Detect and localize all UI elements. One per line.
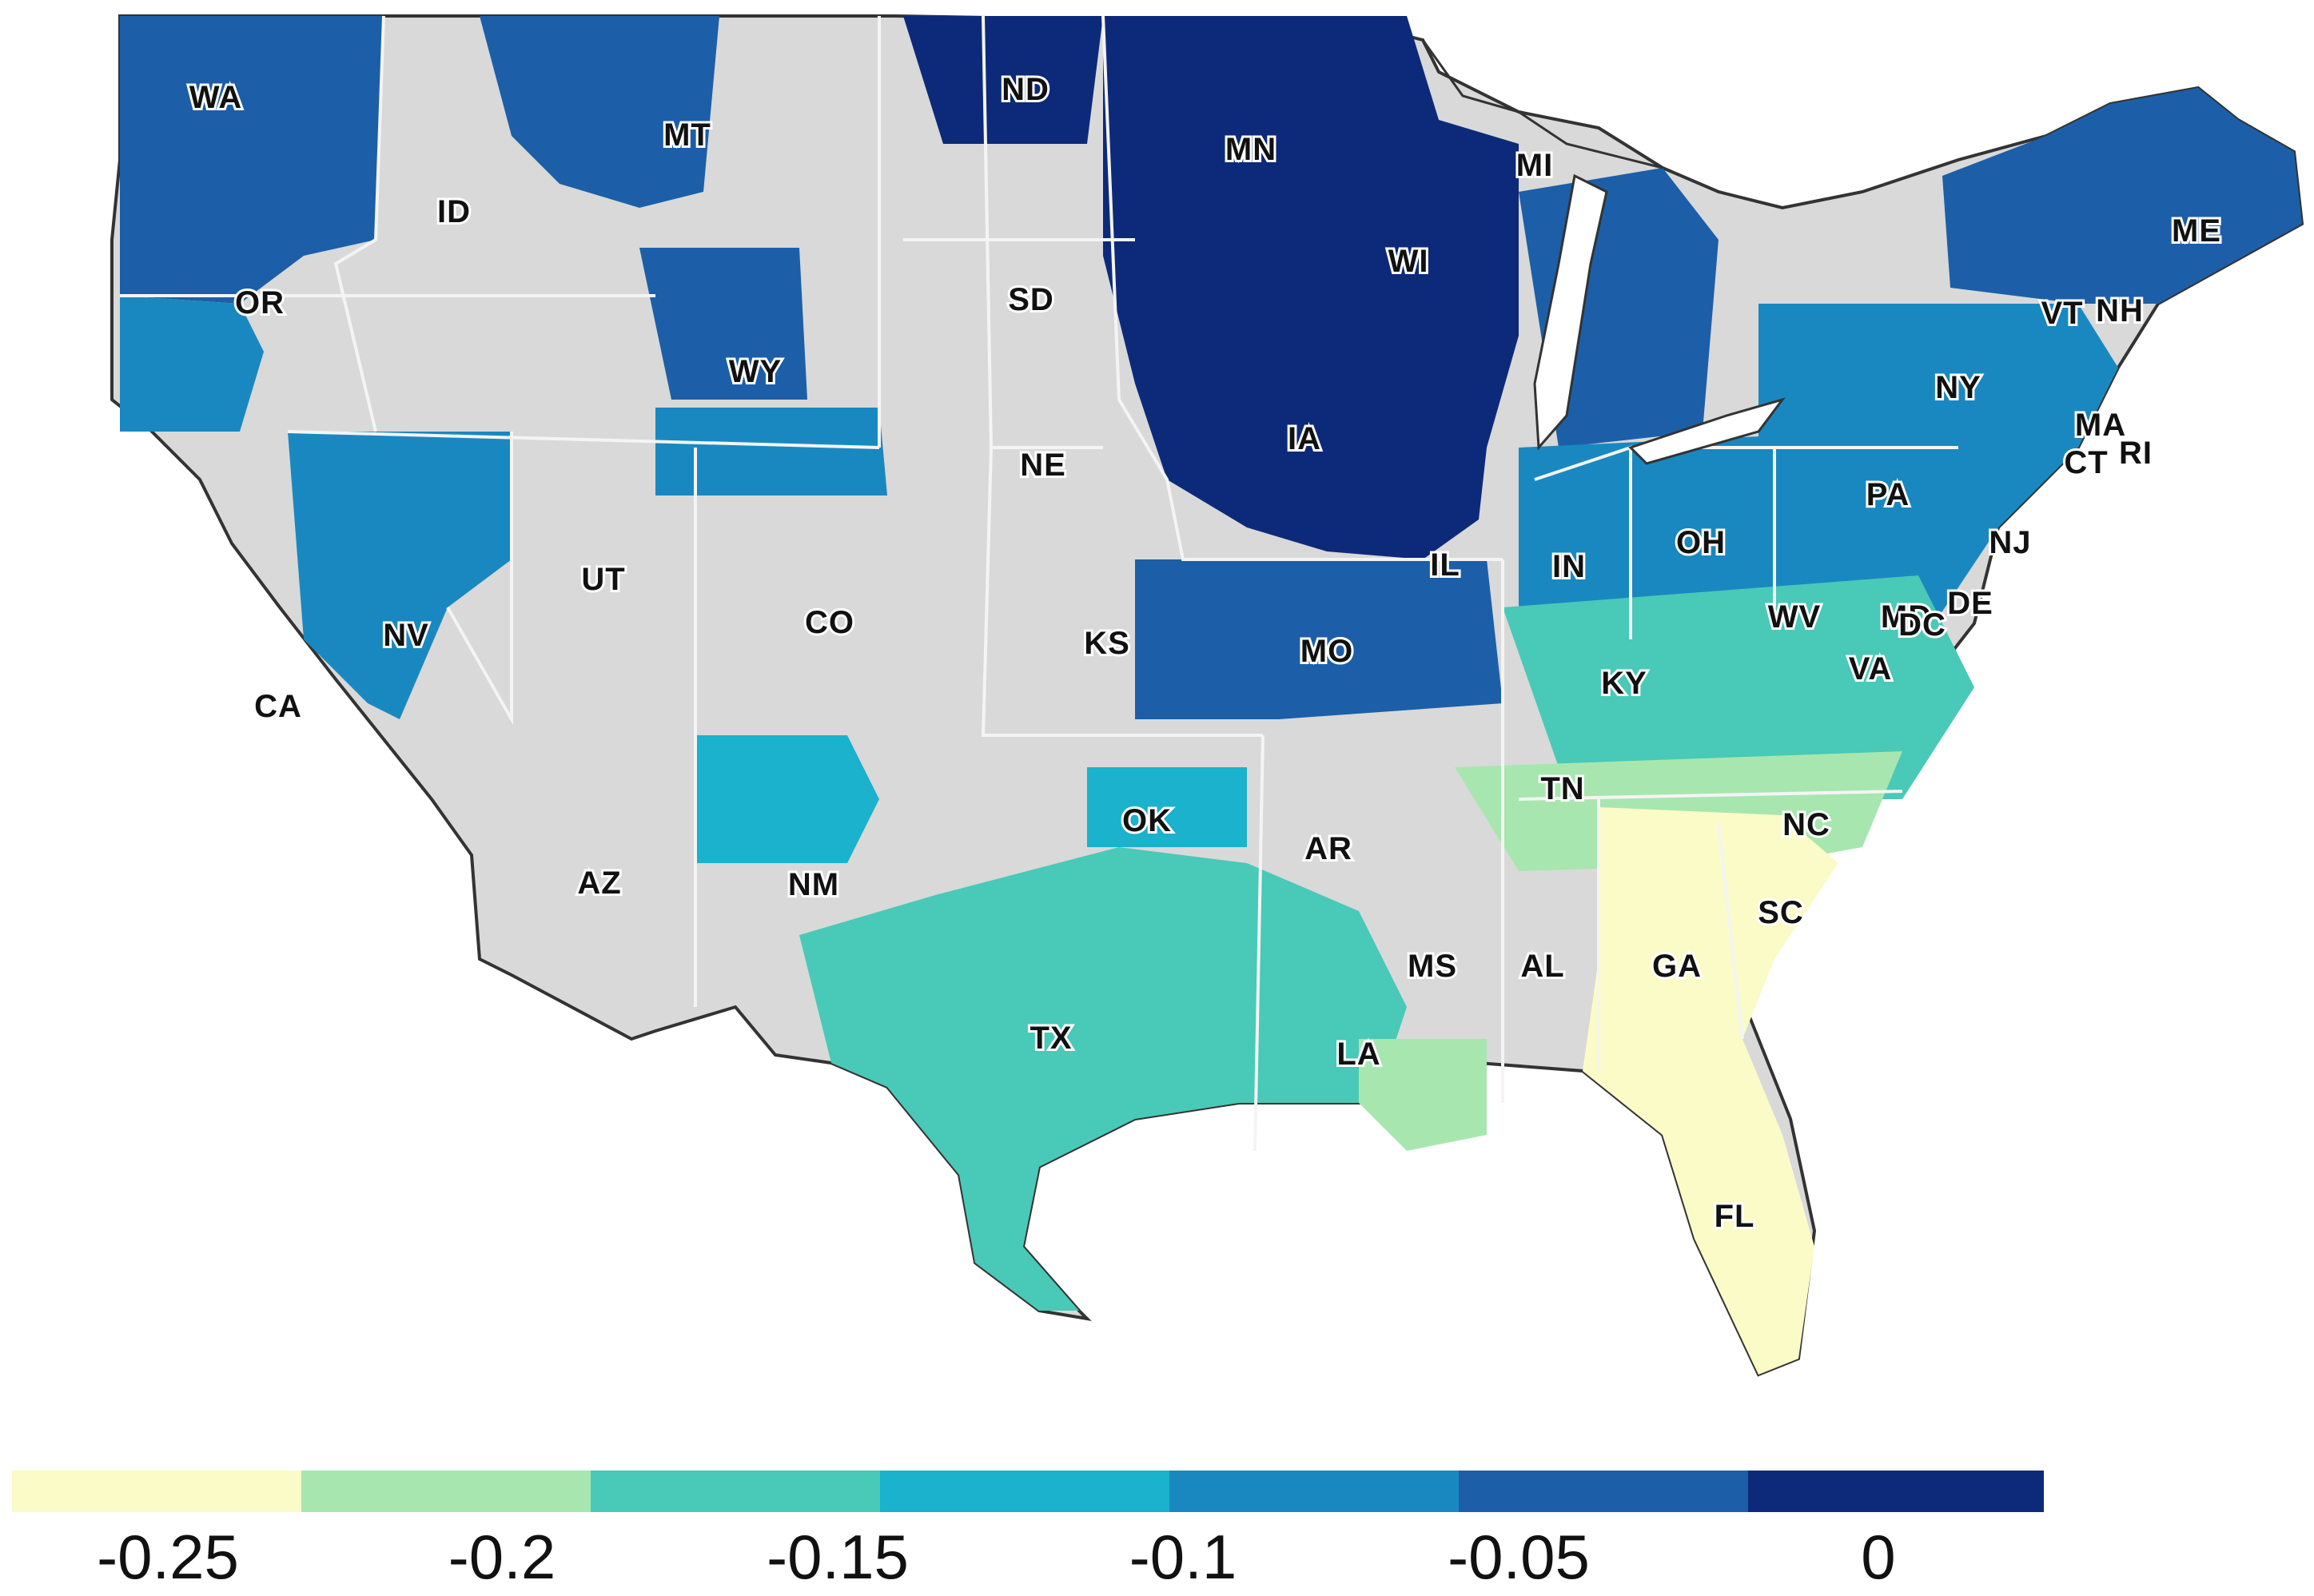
legend-tick-6: 0 — [1861, 1522, 1895, 1592]
state-label-ia: IA — [1288, 421, 1321, 456]
region-pacific-northwest — [120, 16, 384, 304]
state-label-tn: TN — [1540, 771, 1584, 806]
state-label-mt: MT — [663, 117, 711, 153]
state-label-wi: WI — [1388, 244, 1429, 279]
state-label-de: DE — [1947, 586, 1993, 621]
state-label-nm: NM — [788, 867, 839, 902]
state-label-nd: ND — [1002, 72, 1049, 107]
state-label-mi: MI — [1516, 148, 1553, 183]
state-label-vt: VT — [2041, 296, 2083, 331]
state-label-wa: WA — [189, 80, 242, 115]
region-southeast — [1583, 807, 1838, 1375]
region-or-south — [120, 296, 264, 432]
region-la-coast — [1359, 1039, 1487, 1151]
state-label-ok: OK — [1122, 803, 1172, 838]
legend-swatch-2 — [301, 1471, 591, 1512]
state-label-ky: KY — [1601, 666, 1647, 701]
legend-tick-5: -0.05 — [1448, 1522, 1590, 1592]
region-wy-south — [655, 408, 887, 496]
state-label-al: AL — [1520, 949, 1564, 984]
state-borders — [120, 15, 1958, 1152]
state-label-nj: NJ — [1989, 525, 2031, 560]
legend-swatch-6 — [1459, 1471, 1748, 1512]
region-mo — [1135, 559, 1503, 719]
state-label-il: IL — [1430, 547, 1460, 583]
state-label-ca: CA — [254, 689, 302, 724]
region-upper-midwest — [1103, 16, 1519, 559]
legend-swatch-5 — [1169, 1471, 1459, 1512]
state-label-ut: UT — [581, 562, 625, 597]
state-label-dc: DC — [1898, 607, 1946, 643]
state-label-wy: WY — [729, 354, 782, 389]
region-nv-ut — [288, 432, 512, 719]
legend-tick-2: -0.2 — [448, 1522, 556, 1592]
region-nd-east — [903, 16, 1103, 144]
value-regions — [120, 16, 2302, 1375]
state-label-sc: SC — [1758, 895, 1804, 930]
state-label-ks: KS — [1084, 626, 1130, 661]
state-label-id: ID — [437, 194, 471, 229]
state-label-in: IN — [1552, 549, 1586, 584]
state-label-pa: PA — [1866, 477, 1910, 512]
state-label-ct: CT — [2064, 445, 2108, 480]
lake-michigan — [1533, 173, 1608, 451]
state-label-mn: MN — [1225, 132, 1276, 167]
region-kentucky-belt — [1503, 575, 1974, 799]
state-label-az: AZ — [577, 866, 621, 901]
lake-erie — [1628, 397, 1786, 465]
legend-tick-3: -0.15 — [767, 1522, 909, 1592]
state-labels: WA OR ID MT ND MN MI WI SD WY NE IA UT N… — [187, 70, 2223, 1236]
region-oklahoma — [1087, 767, 1247, 847]
lake-superior-shore — [1421, 39, 1663, 169]
legend-swatch-4 — [880, 1471, 1169, 1512]
state-label-ne: NE — [1020, 448, 1066, 483]
state-label-fl: FL — [1715, 1199, 1755, 1234]
state-label-me: ME — [2172, 213, 2221, 249]
region-nm-east — [695, 735, 879, 863]
state-label-ar: AR — [1304, 831, 1352, 866]
legend-colorbar — [12, 1471, 2044, 1512]
state-label-ny: NY — [1935, 370, 1981, 405]
state-label-nc: NC — [1782, 807, 1830, 842]
legend-tick-1: -0.25 — [97, 1522, 239, 1592]
state-label-mo: MO — [1300, 634, 1353, 669]
region-wy — [639, 248, 807, 400]
region-northeast — [1942, 88, 2302, 304]
region-texas — [799, 847, 1407, 1311]
legend-ticks: -0.25 -0.2 -0.15 -0.1 -0.05 0 — [97, 1522, 1896, 1592]
state-label-ga: GA — [1652, 949, 1702, 984]
state-label-ri: RI — [2119, 436, 2153, 471]
state-label-la: LA — [1336, 1037, 1380, 1072]
state-label-oh: OH — [1676, 525, 1726, 560]
state-label-sd: SD — [1008, 282, 1054, 317]
state-label-md: MD — [1881, 599, 1932, 635]
state-label-or: OR — [235, 285, 285, 320]
legend-tick-4: -0.1 — [1129, 1522, 1237, 1592]
legend-swatch-3 — [591, 1471, 880, 1512]
state-label-tx: TX — [1030, 1021, 1072, 1056]
legend-swatch-1 — [12, 1471, 301, 1512]
state-label-wv: WV — [1768, 599, 1821, 635]
state-label-va: VA — [1849, 651, 1893, 687]
state-label-ms: MS — [1408, 949, 1457, 984]
legend-swatch-7 — [1748, 1471, 2044, 1512]
state-label-nv: NV — [383, 618, 429, 653]
region-mt-east — [480, 16, 719, 208]
region-ny-pa — [1758, 304, 2118, 623]
state-label-nh: NH — [2096, 293, 2144, 328]
state-label-ma: MA — [2075, 408, 2126, 443]
state-label-co: CO — [805, 605, 854, 640]
